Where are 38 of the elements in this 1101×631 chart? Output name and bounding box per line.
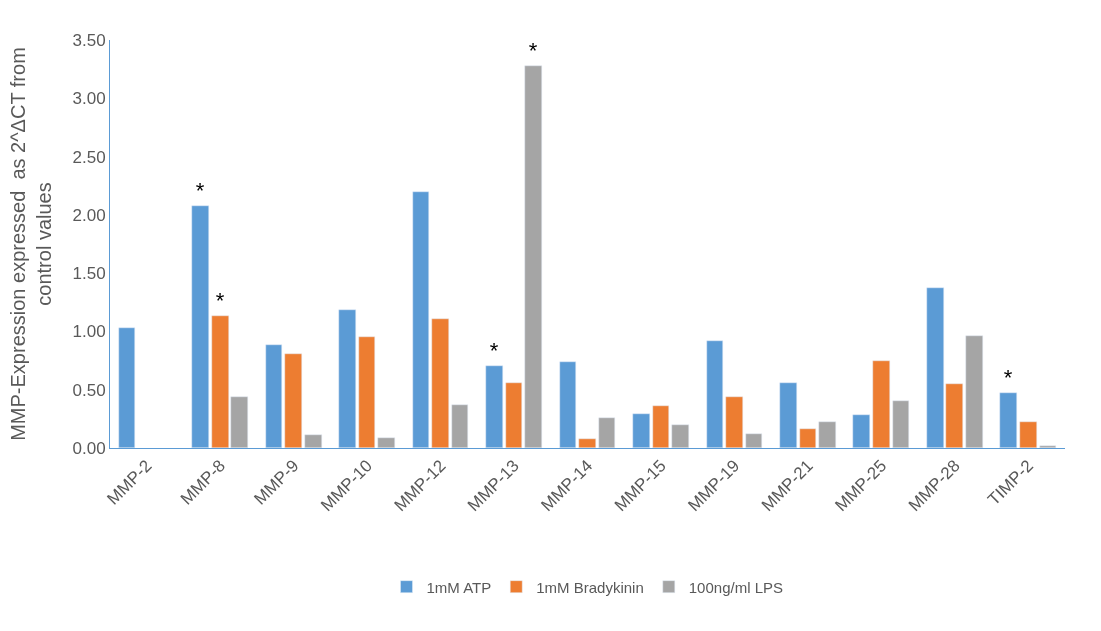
bar (818, 421, 836, 448)
bar (505, 382, 522, 448)
y-tick-label: 3.50 (72, 30, 106, 50)
y-tick-label: 2.50 (72, 147, 106, 167)
bar (284, 353, 302, 448)
bar (872, 360, 890, 448)
legend-label: 100ng/ml LPS (688, 578, 784, 596)
bar (965, 335, 983, 448)
bar (725, 396, 743, 448)
bar (431, 318, 449, 448)
legend-label: 1mM Bradykinin (536, 578, 644, 596)
bar (358, 336, 375, 448)
y-tick-label: 2.00 (72, 205, 106, 225)
bar (451, 404, 468, 448)
bar (1019, 421, 1037, 448)
data-label: * (1003, 364, 1013, 390)
data-label: * (528, 37, 538, 63)
bar (377, 437, 395, 448)
data-label: * (215, 287, 225, 313)
bar (892, 400, 909, 448)
bar (598, 417, 615, 448)
bar (799, 428, 816, 448)
y-tick-label: 0.50 (72, 380, 106, 400)
y-tick-label: 3.00 (72, 89, 106, 109)
y-axis-title: MMP-Expression expressed as 2^ΔCT from control values (7, 47, 56, 441)
bar (524, 65, 542, 448)
data-label: * (195, 177, 205, 203)
bar (304, 434, 322, 448)
bar (652, 405, 669, 448)
y-tick-label: 1.50 (72, 264, 106, 284)
data-label: * (489, 337, 499, 363)
bar (1039, 445, 1056, 448)
bar (745, 433, 762, 448)
y-tick-label: 1.00 (72, 322, 106, 342)
legend-label: 1mM ATP (426, 578, 492, 596)
bar (671, 424, 689, 448)
bar (578, 438, 596, 448)
y-tick-label: 0.00 (72, 438, 106, 458)
